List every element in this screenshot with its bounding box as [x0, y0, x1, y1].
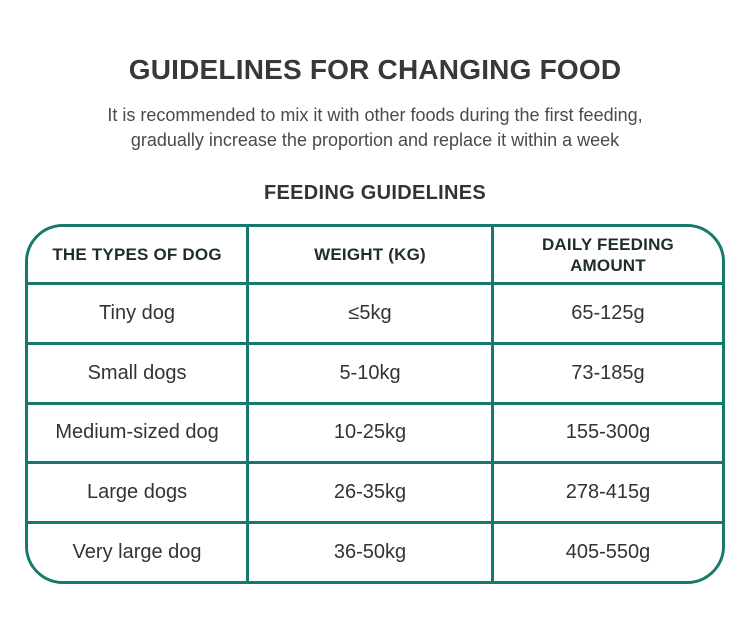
subtitle-line-2: gradually increase the proportion and re… — [130, 130, 620, 150]
subtitle-line-1: It is recommended to mix it with other f… — [107, 105, 643, 125]
table-row-tiny-dog-amount: 65-125g — [493, 282, 722, 342]
subtitle: It is recommended to mix it with other f… — [0, 103, 750, 153]
table-row-very-large-dog-amount: 405-550g — [493, 521, 722, 581]
table-row-small-dogs-amount: 73-185g — [493, 341, 722, 402]
column-header-weight-label: WEIGHT (KG) — [314, 245, 426, 264]
table-row-large-dogs-weight: 26-35kg — [249, 461, 494, 522]
table-row-medium-dog-amount: 155-300g — [493, 401, 722, 462]
table-row-tiny-dog-type: Tiny dog — [28, 282, 250, 342]
table-row-large-dogs-amount: 278-415g — [493, 461, 722, 522]
column-header-weight: WEIGHT (KG) — [249, 227, 494, 282]
feeding-guidelines-table: THE TYPES OF DOG WEIGHT (KG) DAILY FEEDI… — [25, 224, 725, 584]
column-header-dog-type: THE TYPES OF DOG — [28, 227, 250, 282]
page-title: GUIDELINES FOR CHANGING FOOD — [128, 54, 622, 85]
section-heading: FEEDING GUIDELINES — [263, 182, 487, 204]
table-row-medium-dog-type: Medium-sized dog — [28, 401, 250, 462]
column-header-daily-feeding: DAILY FEEDING AMOUNT — [493, 227, 722, 282]
table-row-tiny-dog-weight: ≤5kg — [249, 282, 494, 342]
table-row-small-dogs-type: Small dogs — [28, 341, 250, 402]
column-header-daily-feeding-label: DAILY FEEDING AMOUNT — [541, 234, 674, 275]
table-row-medium-dog-weight: 10-25kg — [249, 401, 494, 462]
table-row-small-dogs-weight: 5-10kg — [249, 341, 494, 402]
table-row-large-dogs-type: Large dogs — [28, 461, 250, 522]
table-row-very-large-dog-type: Very large dog — [28, 521, 250, 581]
column-header-dog-type-label: THE TYPES OF DOG — [52, 245, 222, 264]
table-row-very-large-dog-weight: 36-50kg — [249, 521, 494, 581]
